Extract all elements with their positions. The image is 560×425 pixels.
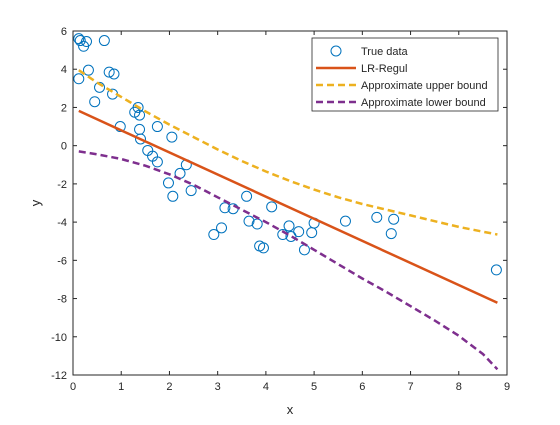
data-point	[151, 156, 163, 168]
series-line-1	[78, 109, 498, 304]
legend-marker	[330, 45, 342, 57]
series-line-3	[78, 150, 499, 371]
series-layer	[73, 33, 502, 371]
data-point	[371, 211, 383, 223]
data-point	[185, 185, 197, 197]
legend-label: Approximate lower bound	[361, 97, 486, 109]
data-point	[134, 109, 146, 121]
data-point	[339, 215, 351, 227]
data-point	[241, 190, 253, 202]
data-point	[166, 131, 178, 143]
data-point	[257, 242, 269, 254]
y-tick-label: 4	[61, 64, 67, 76]
y-tick-label: -8	[57, 294, 67, 306]
data-point	[94, 81, 106, 93]
data-point	[108, 68, 120, 80]
x-tick-label: 6	[359, 381, 365, 393]
series-line-2	[78, 69, 498, 236]
y-axis-label: y	[28, 199, 43, 206]
data-point	[73, 73, 85, 85]
data-point	[162, 177, 174, 189]
data-point	[219, 202, 231, 214]
data-point	[208, 229, 220, 241]
y-tick-label: -4	[57, 217, 67, 229]
y-tick-label: -6	[57, 255, 67, 267]
y-tick-label: -12	[51, 370, 67, 382]
data-point	[98, 35, 110, 47]
data-point	[293, 226, 305, 238]
data-point	[243, 215, 255, 227]
y-tick-label: 2	[61, 102, 67, 114]
data-point	[103, 66, 115, 78]
data-point	[216, 222, 228, 234]
data-point	[135, 133, 147, 145]
x-tick-label: 5	[311, 381, 317, 393]
data-point	[388, 213, 400, 225]
y-tick-label: 6	[61, 26, 67, 38]
legend-box	[311, 37, 499, 112]
data-point	[283, 220, 295, 232]
y-tick-label: -2	[57, 179, 67, 191]
legend: True data LR-Regul Approximate upper bound…	[311, 37, 499, 112]
data-point	[74, 35, 86, 47]
data-point	[82, 64, 94, 76]
x-tick-label: 7	[407, 381, 413, 393]
data-point	[167, 190, 179, 202]
y-tick-label: -10	[51, 332, 67, 344]
x-tick-label: 3	[215, 381, 221, 393]
x-axis-label: x	[287, 402, 294, 417]
ticks-layer: 0 1 2 3 4 5 6 7 8 9 -12 -10 -8 -6 -4 -2 0 2 4 6	[51, 26, 510, 393]
x-tick-label: 8	[456, 381, 462, 393]
data-point	[132, 101, 144, 113]
x-tick-label: 1	[118, 381, 124, 393]
x-tick-label: 9	[504, 381, 510, 393]
data-point	[385, 228, 397, 240]
data-point	[490, 264, 502, 276]
x-tick-label: 0	[70, 381, 76, 393]
legend-label: True data	[361, 46, 409, 58]
data-point	[151, 121, 163, 133]
y-tick-label: 0	[61, 141, 67, 153]
plot-frame	[72, 30, 508, 376]
legend-label: Approximate upper bound	[361, 80, 488, 92]
data-point	[81, 36, 93, 48]
legend-label: LR-Regul	[361, 63, 407, 75]
x-tick-label: 4	[263, 381, 269, 393]
data-point	[266, 201, 278, 213]
x-tick-label: 2	[166, 381, 172, 393]
data-point	[89, 96, 101, 108]
